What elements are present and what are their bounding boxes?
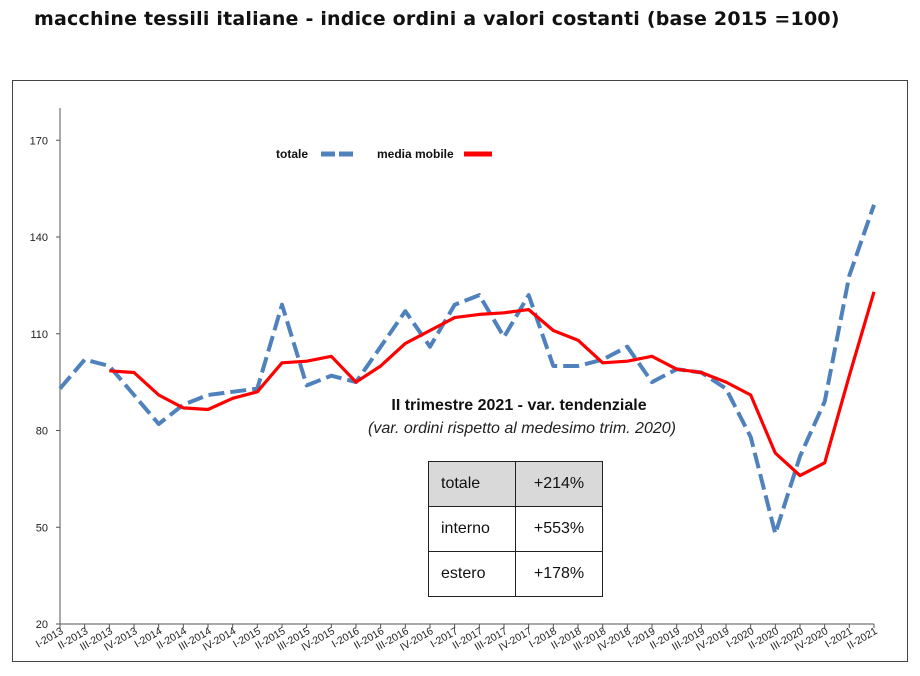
table-row: totale +214% [428,461,603,507]
annotation-subtitle: (var. ordini rispetto al medesimo trim. … [368,420,676,437]
series-line-media-mobile [109,291,876,478]
series-line-totale [58,204,876,536]
y-ticks: 20 50 80 110 140 170 [30,135,60,631]
y-tick-label: 110 [30,329,48,341]
y-tick-label: 20 [36,619,48,631]
y-tick-label: 50 [36,522,48,534]
row-label: interno [428,506,516,552]
x-tick-labels: I-2013II-2013III-2013IV-2013I-2014II-201… [34,624,880,654]
variation-table: totale +214% interno +553% estero +178% [428,461,603,597]
row-label: estero [428,551,516,597]
row-value: +178% [515,551,603,597]
legend-label-media-mobile: media mobile [377,147,454,161]
y-tick-label: 80 [36,426,48,438]
series-lines [58,204,876,536]
row-value: +214% [515,461,603,507]
table-row: interno +553% [428,506,603,552]
row-value: +553% [515,506,603,552]
row-label: totale [428,461,516,507]
chart-frame [12,80,908,662]
y-tick-label: 140 [30,232,48,244]
annotation-title: II trimestre 2021 - var. tendenziale [391,397,646,414]
legend: totale media mobile [276,147,492,161]
y-tick-label: 170 [30,135,48,147]
chart-title: macchine tessili italiane - indice ordin… [34,8,840,30]
table-row: estero +178% [428,551,603,597]
legend-label-totale: totale [276,147,308,161]
axes [59,108,874,625]
